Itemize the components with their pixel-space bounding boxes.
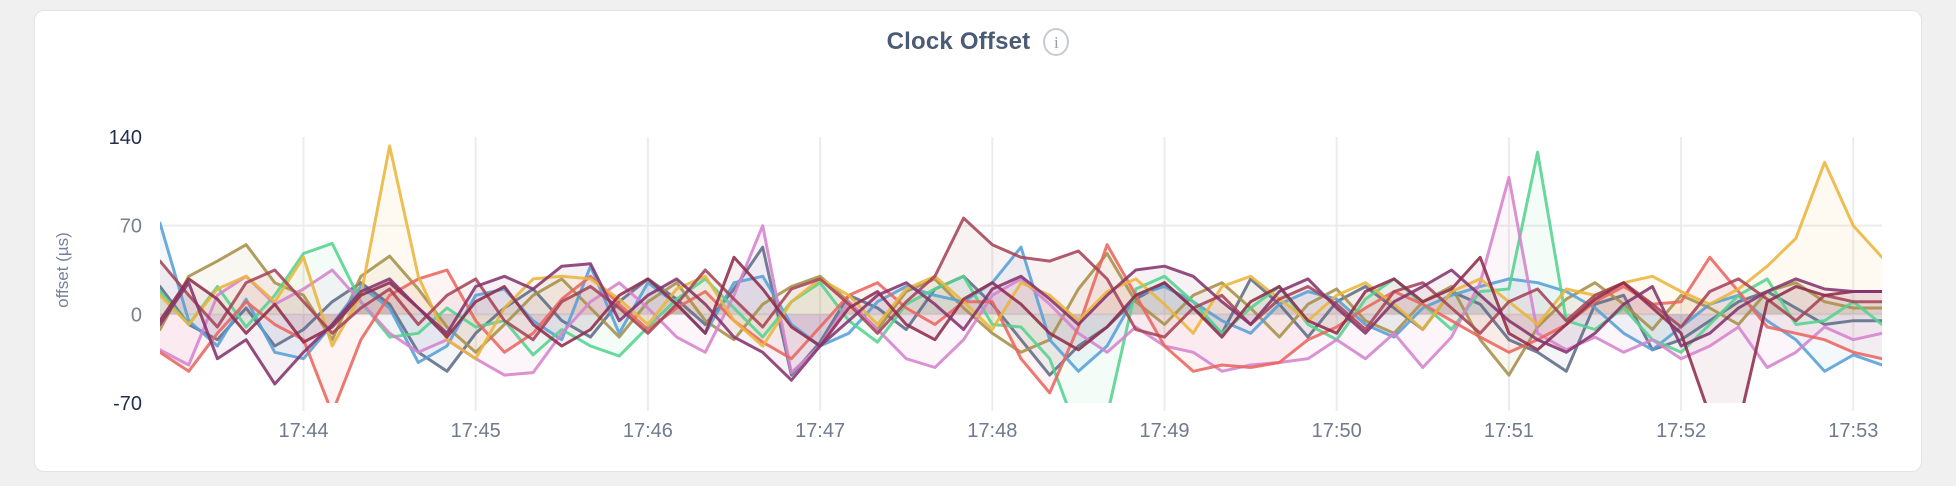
x-tick-label: 17:46 [623,420,673,442]
series-area-series-7 [160,145,1882,359]
series-area-series-2 [160,244,1882,376]
series-line-series-4[interactable] [160,150,1882,435]
chart-card [34,10,1922,472]
series-area-series-3 [160,223,1882,372]
chart-title: Clock Offset [886,28,1031,55]
x-tick-label: 17:47 [795,420,845,442]
series-area-series-1 [160,247,1882,376]
x-tick-label: 17:53 [1828,420,1878,442]
chart-header: Clock Offset i [0,28,1956,56]
x-tick-label: 17:48 [967,420,1017,442]
x-tick-label: 17:44 [278,420,328,442]
series-line-series-1[interactable] [160,245,1882,377]
series-line-series-9[interactable] [160,255,1882,426]
y-tick-label: 0 [131,304,142,326]
y-tick-label: 70 [120,216,142,238]
series-line-series-6[interactable] [160,243,1882,413]
series-area-series-5 [160,177,1882,376]
x-tick-label: 17:45 [451,420,501,442]
series-line-series-8[interactable] [160,216,1882,342]
series-group [160,144,1882,435]
x-tick-label: 17:49 [1139,420,1189,442]
x-tick-label: 17:51 [1484,420,1534,442]
series-line-series-3[interactable] [160,221,1882,373]
x-tick-label: 17:52 [1656,420,1706,442]
info-icon[interactable]: i [1043,28,1070,56]
series-line-series-2[interactable] [160,243,1882,377]
series-line-series-10[interactable] [160,262,1882,386]
series-area-series-4 [160,152,1882,403]
x-tick-label: 17:50 [1312,420,1362,442]
series-area-series-6 [160,244,1882,403]
y-tick-label: 140 [109,127,142,149]
y-tick-label: -70 [113,393,142,415]
